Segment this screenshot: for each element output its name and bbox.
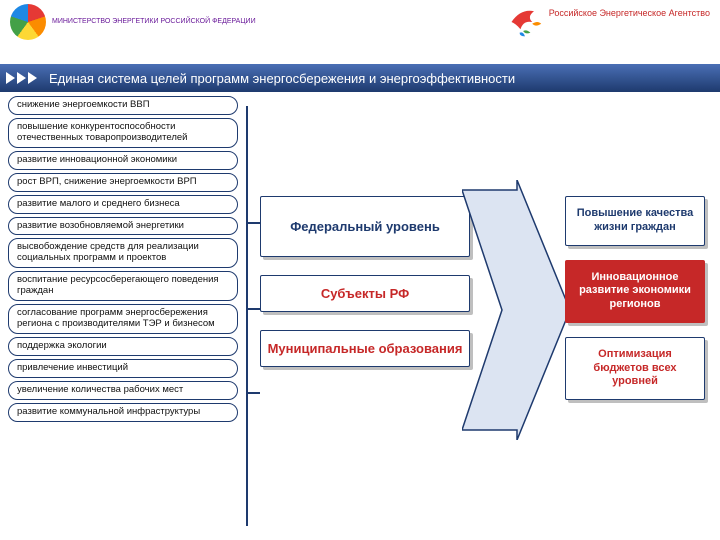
logo-ministry: МИНИСТЕРСТВО ЭНЕРГЕТИКИ РОССИЙСКОЙ ФЕДЕР… <box>10 4 256 40</box>
goal-box-1: повышение конкурентоспособности отечеств… <box>8 118 238 148</box>
header: МИНИСТЕРСТВО ЭНЕРГЕТИКИ РОССИЙСКОЙ ФЕДЕР… <box>0 0 720 64</box>
level-box-2: Муниципальные образования <box>260 330 470 367</box>
results-column: Повышение качества жизни граждан Инноваци… <box>565 196 705 414</box>
title-arrows-icon <box>6 72 39 84</box>
goal-box-12: развитие коммунальной инфраструктуры <box>8 403 238 422</box>
flow-arrow-icon <box>462 180 572 440</box>
goal-box-9: поддержка экологии <box>8 337 238 356</box>
ministry-emblem-icon <box>10 4 46 40</box>
goal-box-7: воспитание ресурсосберегающего поведения… <box>8 271 238 301</box>
goal-box-2: развитие инновационной экономики <box>8 151 238 170</box>
goal-box-8: согласование программ энергосбережения р… <box>8 304 238 334</box>
logo-agency: Российское Энергетическое Агентство <box>507 4 710 40</box>
goal-box-10: привлечение инвестиций <box>8 359 238 378</box>
goal-box-11: увеличение количества рабочих мест <box>8 381 238 400</box>
levels-column: Федеральный уровень Субъекты РФ Муниципаль… <box>260 196 470 385</box>
connector-bus-vertical <box>246 106 248 526</box>
result-box-1: Инновационное развитие экономики регионо… <box>565 260 705 323</box>
goal-box-6: высвобождение средств для реализации соц… <box>8 238 238 268</box>
result-box-2: Оптимизация бюджетов всех уровней <box>565 337 705 400</box>
page-title: Единая система целей программ энергосбер… <box>49 71 515 86</box>
result-box-0: Повышение качества жизни граждан <box>565 196 705 246</box>
diagram-content: снижение энергоемкости ВВП повышение конк… <box>0 92 720 540</box>
title-bar: Единая система целей программ энергосбер… <box>0 64 720 92</box>
goals-column: снижение энергоемкости ВВП повышение конк… <box>8 96 238 425</box>
goal-box-3: рост ВРП, снижение энергоемкости ВРП <box>8 173 238 192</box>
agency-name: Российское Энергетическое Агентство <box>549 8 710 19</box>
level-box-1: Субъекты РФ <box>260 275 470 312</box>
goal-box-0: снижение энергоемкости ВВП <box>8 96 238 115</box>
goal-box-4: развитие малого и среднего бизнеса <box>8 195 238 214</box>
agency-bird-icon <box>507 4 543 40</box>
level-box-0: Федеральный уровень <box>260 196 470 257</box>
ministry-name: МИНИСТЕРСТВО ЭНЕРГЕТИКИ РОССИЙСКОЙ ФЕДЕР… <box>52 18 256 26</box>
goal-box-5: развитие возобновляемой энергетики <box>8 217 238 236</box>
connector-to-level-2 <box>246 308 260 310</box>
connector-to-level-1 <box>246 222 260 224</box>
connector-to-level-3 <box>246 392 260 394</box>
